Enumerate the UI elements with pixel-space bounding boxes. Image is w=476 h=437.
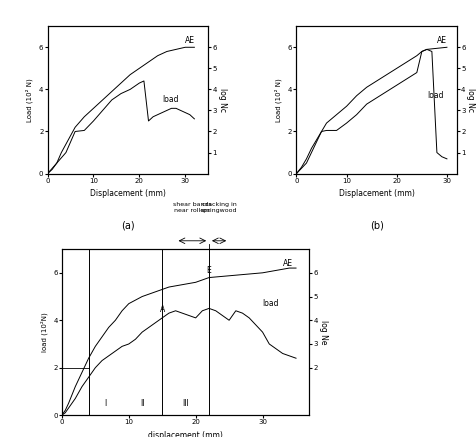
Text: I: I xyxy=(104,399,107,408)
Y-axis label: Load (10² N): Load (10² N) xyxy=(26,78,33,122)
Text: AE: AE xyxy=(437,36,447,45)
Text: cracking in
springwood: cracking in springwood xyxy=(201,202,238,212)
Text: shear bands
near rollers: shear bands near rollers xyxy=(173,202,212,212)
Text: III: III xyxy=(182,399,189,408)
Y-axis label: log Nᴄ: log Nᴄ xyxy=(218,88,227,112)
Y-axis label: Load (10² N): Load (10² N) xyxy=(275,78,282,122)
Text: load: load xyxy=(263,299,279,309)
Y-axis label: load (10²N): load (10²N) xyxy=(40,312,48,352)
Text: AE: AE xyxy=(283,259,293,268)
Text: II: II xyxy=(140,399,144,408)
Text: (a): (a) xyxy=(121,221,135,231)
Text: E: E xyxy=(207,266,211,275)
Text: AE: AE xyxy=(185,36,195,45)
Text: load: load xyxy=(427,91,443,100)
X-axis label: Displacement (mm): Displacement (mm) xyxy=(339,189,415,198)
Text: load: load xyxy=(162,95,179,104)
Y-axis label: log Nᴄ: log Nᴄ xyxy=(466,88,476,112)
Text: (b): (b) xyxy=(370,221,384,231)
Text: A: A xyxy=(159,305,165,314)
X-axis label: displacement (mm): displacement (mm) xyxy=(148,431,223,437)
Y-axis label: log Ne: log Ne xyxy=(319,320,328,344)
X-axis label: Displacement (mm): Displacement (mm) xyxy=(90,189,166,198)
